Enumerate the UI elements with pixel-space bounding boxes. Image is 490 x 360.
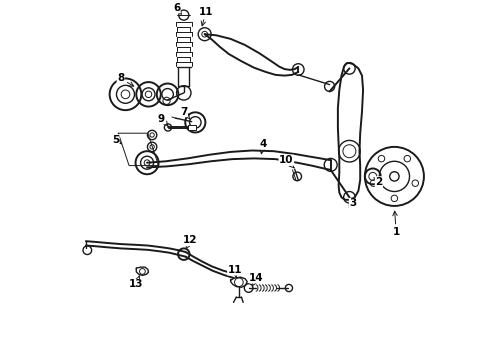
Text: 4: 4 — [259, 139, 267, 154]
Text: 3: 3 — [349, 198, 357, 208]
Text: 7: 7 — [180, 107, 190, 119]
Text: 2: 2 — [374, 177, 383, 187]
Text: 6: 6 — [173, 3, 181, 14]
Text: 9: 9 — [158, 114, 168, 126]
Text: 14: 14 — [249, 273, 264, 286]
Text: 1: 1 — [392, 211, 400, 237]
FancyBboxPatch shape — [188, 125, 196, 130]
Text: 13: 13 — [129, 276, 144, 289]
Text: 12: 12 — [183, 235, 197, 249]
Text: 11: 11 — [228, 265, 242, 278]
Text: 5: 5 — [112, 135, 122, 145]
Text: 8: 8 — [117, 73, 134, 86]
Text: 11: 11 — [199, 6, 213, 26]
Text: 10: 10 — [279, 155, 294, 168]
